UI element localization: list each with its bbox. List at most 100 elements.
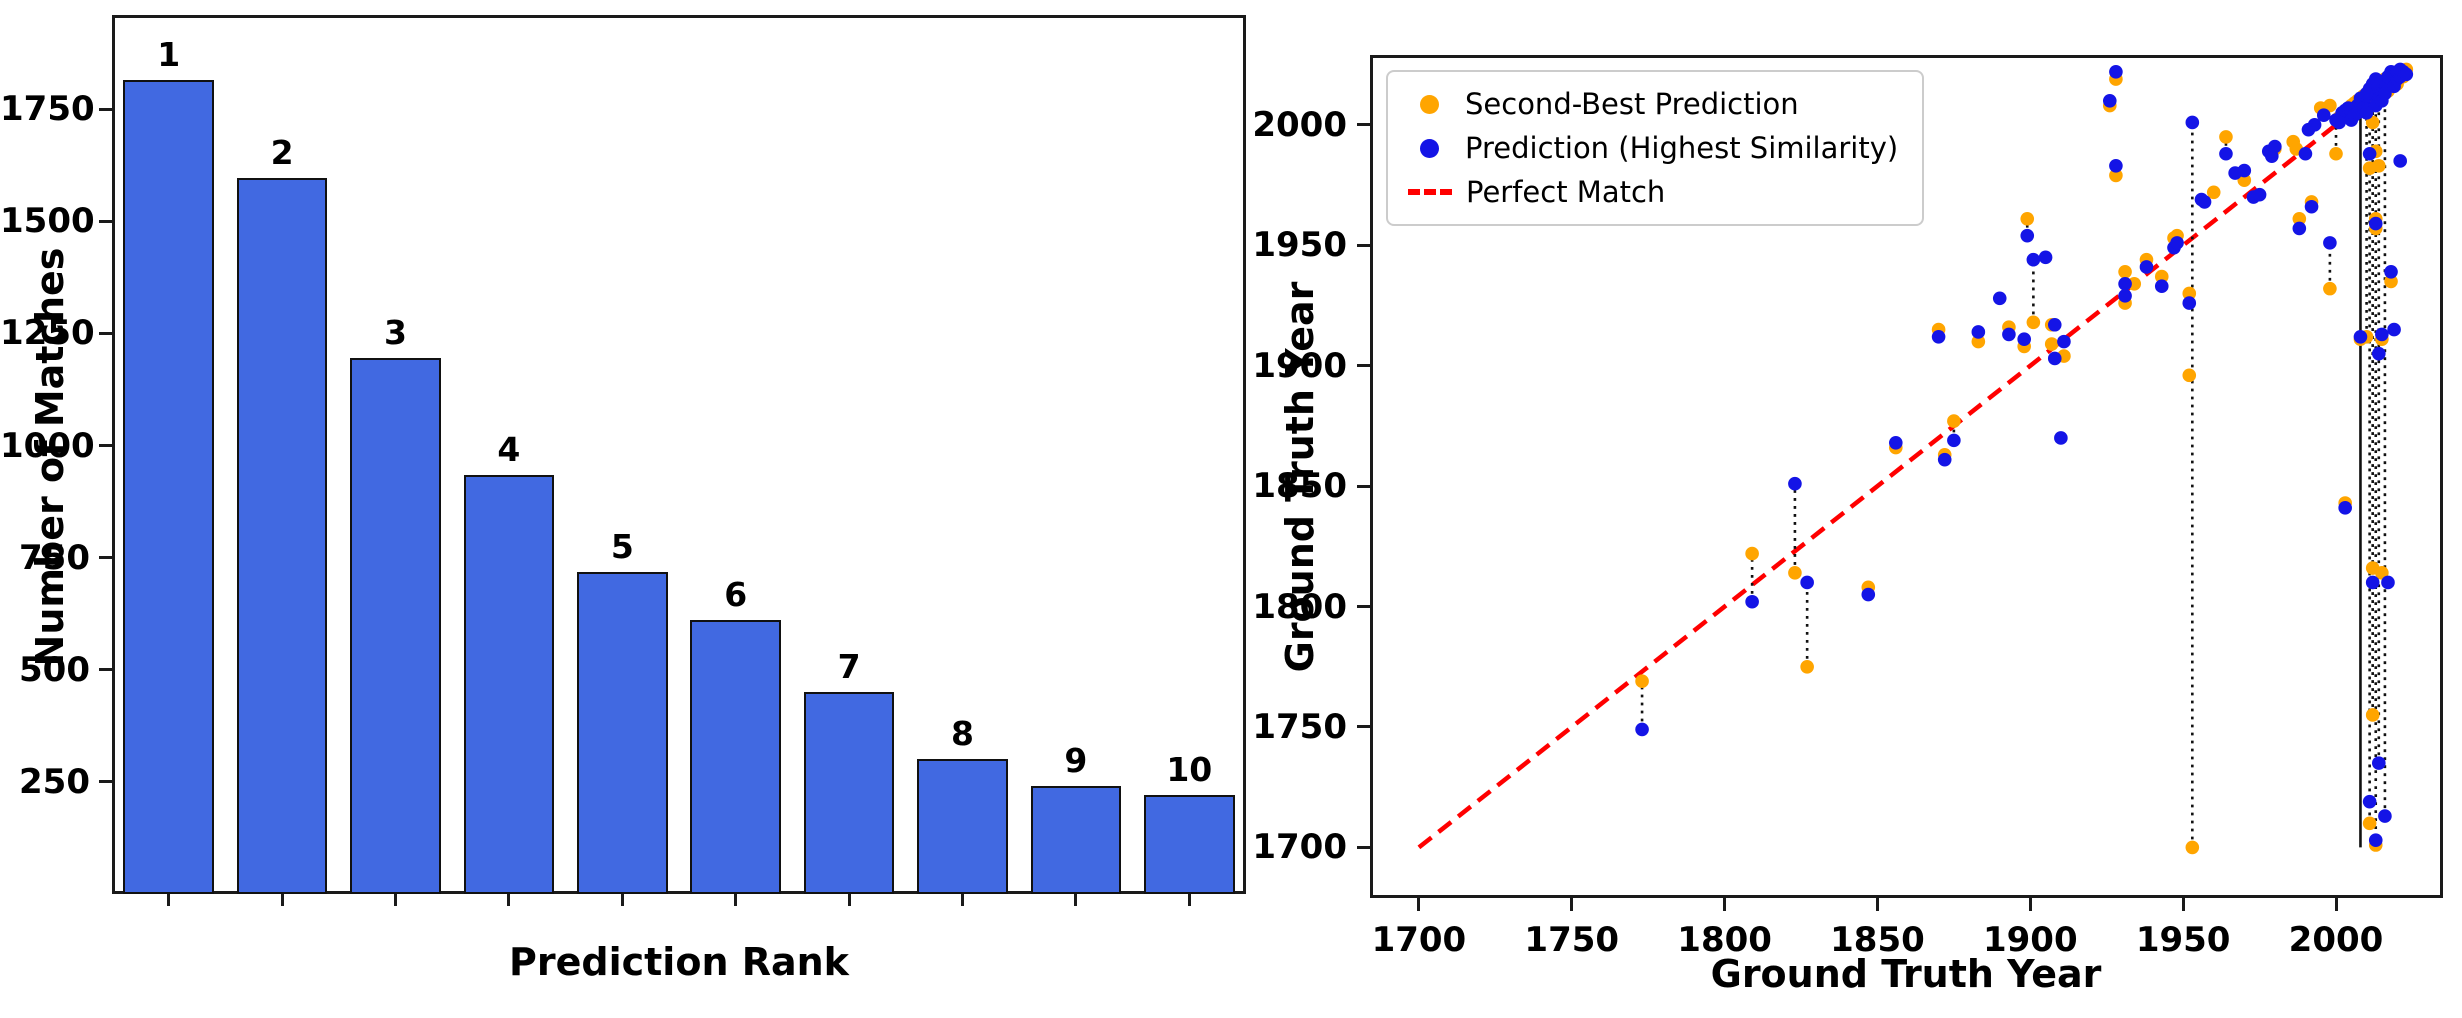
- prediction-point: [2057, 334, 2071, 349]
- y-tick: [1357, 605, 1370, 609]
- prediction-point: [2307, 118, 2322, 132]
- legend-label: Prediction (Highest Similarity): [1465, 131, 1899, 165]
- prediction-point: [2102, 93, 2117, 108]
- orange-dot-icon: [1420, 94, 1439, 114]
- second-best-point: [1635, 674, 1649, 689]
- x-tick: [1723, 898, 1727, 911]
- second-best-point: [1788, 566, 1802, 580]
- second-best-point: [1947, 414, 1961, 428]
- prediction-point: [2323, 236, 2337, 250]
- prediction-point: [2375, 327, 2389, 342]
- second-best-point: [2182, 368, 2197, 383]
- y-tick: [1357, 243, 1370, 247]
- second-best-point: [2365, 708, 2380, 722]
- prediction-point: [2237, 163, 2252, 178]
- scatter-canvas: [1417, 62, 2414, 855]
- x-tick: [2028, 898, 2032, 911]
- prediction-point: [2182, 296, 2197, 310]
- blue-dot-icon: [1420, 138, 1439, 158]
- prediction-point: [1861, 587, 1876, 602]
- x-tick: [2181, 898, 2185, 911]
- prediction-point: [2372, 756, 2386, 770]
- prediction-point: [2298, 146, 2313, 161]
- prediction-point: [2292, 221, 2307, 236]
- perfect-match-line: [1417, 67, 2408, 850]
- second-best-point: [2237, 173, 2252, 188]
- prediction-point: [2185, 115, 2200, 130]
- prediction-point: [2378, 809, 2392, 823]
- second-best-point: [2372, 158, 2386, 173]
- prediction-point: [2054, 431, 2068, 445]
- prediction-point: [1635, 722, 1649, 737]
- second-best-point: [2109, 168, 2123, 183]
- second-best-point: [2154, 269, 2169, 284]
- second-best-point: [2219, 130, 2233, 144]
- prediction-point: [2368, 72, 2383, 86]
- prediction-point: [2047, 317, 2062, 332]
- prediction-point: [2381, 575, 2395, 590]
- prediction-point: [1947, 433, 1961, 448]
- scatter-legend: Second-Best Prediction Prediction (Highe…: [1386, 70, 1925, 226]
- prediction-point: [2368, 833, 2383, 847]
- prediction-point: [2118, 277, 2132, 291]
- scatter-xaxis-title: Ground Truth Year: [1710, 952, 2102, 996]
- prediction-point: [2109, 158, 2123, 173]
- y-tick: [1357, 484, 1370, 488]
- second-best-point: [2329, 146, 2343, 161]
- prediction-point: [2002, 327, 2016, 342]
- prediction-point: [1788, 476, 1802, 491]
- second-best-point: [2206, 185, 2221, 200]
- y-tick-label: 1700: [1252, 827, 1347, 868]
- prediction-point: [2154, 279, 2169, 294]
- legend-item-perfect-match: Perfect Match: [1406, 170, 1898, 214]
- second-best-point: [2362, 816, 2377, 831]
- prediction-point: [1800, 575, 1814, 590]
- prediction-point: [2393, 154, 2408, 168]
- prediction-point: [2047, 351, 2062, 366]
- second-best-point: [1745, 546, 1759, 561]
- second-best-point: [2384, 274, 2398, 289]
- second-best-point: [2292, 211, 2307, 226]
- prediction-point: [2268, 139, 2282, 154]
- prediction-point: [2197, 195, 2212, 209]
- prediction-point: [1937, 452, 1952, 467]
- prediction-point: [2372, 346, 2386, 361]
- prediction-point: [2362, 146, 2377, 161]
- second-best-point: [2185, 840, 2200, 855]
- y-tick: [1357, 845, 1370, 849]
- red-dash-icon: [1408, 189, 1452, 195]
- second-best-point: [2118, 264, 2132, 279]
- y-tick: [1357, 725, 1370, 729]
- prediction-point: [2038, 250, 2053, 265]
- y-tick: [1357, 364, 1370, 368]
- second-best-point: [2044, 337, 2059, 351]
- prediction-point: [2139, 260, 2154, 274]
- prediction-point: [2109, 65, 2123, 79]
- prediction-point: [2026, 252, 2041, 267]
- prediction-point: [1745, 594, 1759, 609]
- bar-chart-xaxis-title: Prediction Rank: [509, 940, 849, 984]
- prediction-point: [2304, 199, 2319, 214]
- prediction-point: [2368, 216, 2383, 231]
- y-tick: [1357, 123, 1370, 127]
- prediction-point: [2378, 86, 2392, 101]
- x-tick: [2334, 898, 2338, 911]
- second-best-point: [2026, 315, 2041, 330]
- prediction-point: [2118, 289, 2132, 303]
- legend-item-prediction: Prediction (Highest Similarity): [1406, 126, 1898, 170]
- prediction-point: [2359, 106, 2374, 120]
- second-best-point: [1800, 659, 1814, 674]
- second-best-point: [2182, 286, 2197, 301]
- second-best-point: [2020, 211, 2035, 226]
- prediction-point: [2387, 322, 2401, 337]
- legend-item-second-best: Second-Best Prediction: [1406, 82, 1898, 126]
- prediction-point: [2384, 264, 2398, 279]
- prediction-point: [2219, 146, 2233, 161]
- prediction-point: [2316, 108, 2331, 123]
- prediction-point: [2252, 187, 2267, 202]
- scatter-yaxis-title: Ground Truth Year: [1278, 281, 1322, 673]
- x-tick-label: 1700: [1371, 920, 1467, 960]
- prediction-point: [2020, 228, 2035, 243]
- prediction-point: [2362, 794, 2377, 809]
